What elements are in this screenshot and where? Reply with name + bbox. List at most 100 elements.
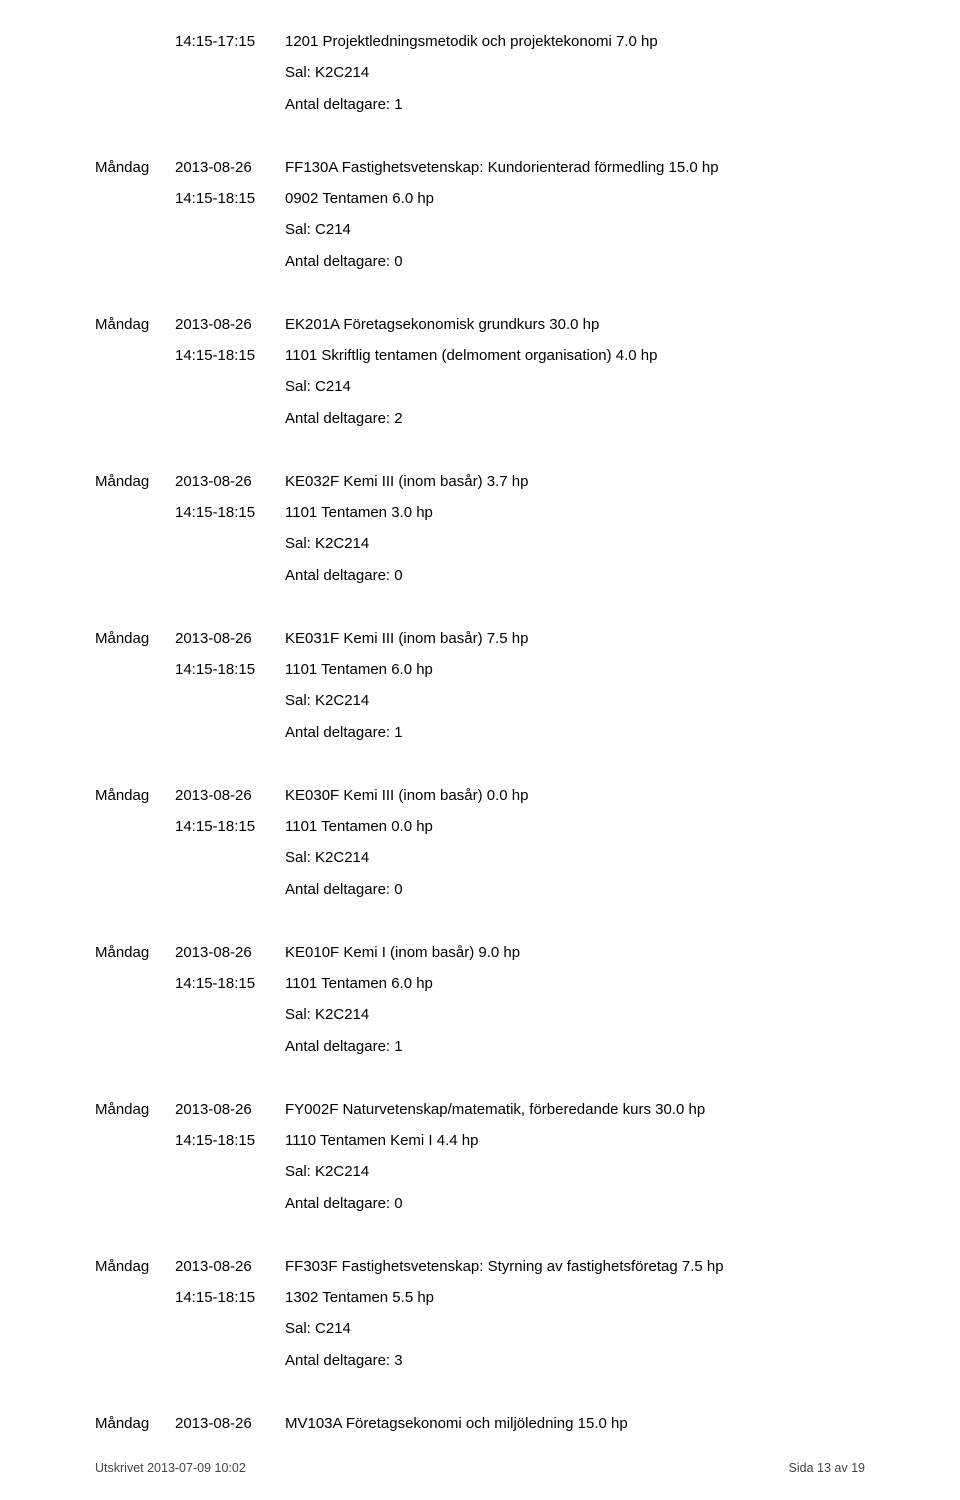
exam-label: 1101 Tentamen 6.0 hp	[285, 658, 865, 681]
entry-day: Måndag	[95, 1412, 175, 1443]
participants-label: Antal deltagare: 1	[285, 721, 865, 744]
time-label: 14:15-18:15	[175, 187, 285, 210]
course-label: FY002F Naturvetenskap/matematik, förbere…	[285, 1098, 865, 1121]
course-label: KE030F Kemi III (inom basår) 0.0 hp	[285, 784, 865, 807]
day-label: Måndag	[95, 156, 175, 179]
schedule-entry: Måndag2013-08-26 14:15-18:15FF130A Fastig…	[95, 156, 865, 281]
time-label: 14:15-17:15	[175, 30, 285, 53]
time-label: 14:15-18:15	[175, 1129, 285, 1152]
schedule-entry: Måndag2013-08-26 14:15-18:15FY002F Naturv…	[95, 1098, 865, 1223]
day-label: Måndag	[95, 1255, 175, 1278]
date-label: 2013-08-26	[175, 470, 285, 493]
entry-day: Måndag	[95, 1098, 175, 1223]
time-label: 14:15-18:15	[175, 815, 285, 838]
time-label: 14:15-18:15	[175, 344, 285, 367]
entry-info: MV103A Företagsekonomi och miljöledning …	[285, 1412, 865, 1443]
entry-info: EK201A Företagsekonomisk grundkurs 30.0 …	[285, 313, 865, 438]
entry-date-time: 2013-08-26 14:15-18:15	[175, 470, 285, 595]
exam-label: 0902 Tentamen 6.0 hp	[285, 187, 865, 210]
entry-date-time: 2013-08-26 14:15-18:15	[175, 156, 285, 281]
entry-day: Måndag	[95, 1255, 175, 1380]
schedule-list: 14:15-17:151201 Projektledningsmetodik o…	[0, 0, 960, 1443]
entry-info: KE031F Kemi III (inom basår) 7.5 hp 1101 …	[285, 627, 865, 752]
date-label: 2013-08-26	[175, 941, 285, 964]
room-label: Sal: K2C214	[285, 689, 865, 712]
time-label: 14:15-18:15	[175, 658, 285, 681]
day-label: Måndag	[95, 1412, 175, 1435]
entry-day: Måndag	[95, 941, 175, 1066]
exam-label: 1101 Tentamen 6.0 hp	[285, 972, 865, 995]
exam-label: 1302 Tentamen 5.5 hp	[285, 1286, 865, 1309]
time-label: 14:15-18:15	[175, 501, 285, 524]
participants-label: Antal deltagare: 0	[285, 1192, 865, 1215]
day-label: Måndag	[95, 627, 175, 650]
date-label: 2013-08-26	[175, 784, 285, 807]
course-label: EK201A Företagsekonomisk grundkurs 30.0 …	[285, 313, 865, 336]
footer-printed: Utskrivet 2013-07-09 10:02	[95, 1459, 246, 1478]
participants-label: Antal deltagare: 2	[285, 407, 865, 430]
participants-label: Antal deltagare: 3	[285, 1349, 865, 1372]
entry-day: Måndag	[95, 156, 175, 281]
entry-info: KE032F Kemi III (inom basår) 3.7 hp 1101 …	[285, 470, 865, 595]
schedule-entry: Måndag2013-08-26MV103A Företagsekonomi o…	[95, 1412, 865, 1443]
room-label: Sal: K2C214	[285, 846, 865, 869]
schedule-entry: Måndag2013-08-26 14:15-18:15KE030F Kemi I…	[95, 784, 865, 909]
room-label: Sal: K2C214	[285, 532, 865, 555]
entry-date-time: 2013-08-26 14:15-18:15	[175, 1255, 285, 1380]
participants-label: Antal deltagare: 0	[285, 878, 865, 901]
entry-info: FY002F Naturvetenskap/matematik, förbere…	[285, 1098, 865, 1223]
exam-label: 1101 Tentamen 0.0 hp	[285, 815, 865, 838]
course-label: KE031F Kemi III (inom basår) 7.5 hp	[285, 627, 865, 650]
entry-info: KE010F Kemi I (inom basår) 9.0 hp 1101 Te…	[285, 941, 865, 1066]
course-label: KE032F Kemi III (inom basår) 3.7 hp	[285, 470, 865, 493]
course-label: MV103A Företagsekonomi och miljöledning …	[285, 1412, 865, 1435]
participants-label: Antal deltagare: 1	[285, 1035, 865, 1058]
schedule-entry: Måndag2013-08-2614:15-18:15KE010F Kemi I…	[95, 941, 865, 1066]
entry-date-time: 2013-08-2614:15-18:15	[175, 941, 285, 1066]
room-label: Sal: K2C214	[285, 1003, 865, 1026]
entry-date-time: 2013-08-26 14:15-18:15	[175, 627, 285, 752]
room-label: Sal: C214	[285, 218, 865, 241]
entry-date-time: 2013-08-26 14:15-18:15	[175, 1098, 285, 1223]
room-label: Sal: C214	[285, 1317, 865, 1340]
day-label: Måndag	[95, 313, 175, 336]
entry-info: KE030F Kemi III (inom basår) 0.0 hp 1101 …	[285, 784, 865, 909]
day-label: Måndag	[95, 941, 175, 964]
course-label: FF303F Fastighetsvetenskap: Styrning av …	[285, 1255, 865, 1278]
date-label: 2013-08-26	[175, 1412, 285, 1435]
exam-label: 1101 Skriftlig tentamen (delmoment organ…	[285, 344, 865, 367]
day-label: Måndag	[95, 784, 175, 807]
room-label: Sal: K2C214	[285, 1160, 865, 1183]
footer-page: Sida 13 av 19	[789, 1459, 865, 1478]
exam-label: 1101 Tentamen 3.0 hp	[285, 501, 865, 524]
participants-label: Antal deltagare: 0	[285, 250, 865, 273]
date-label: 2013-08-26	[175, 1098, 285, 1121]
entry-day: Måndag	[95, 627, 175, 752]
schedule-entry: Måndag2013-08-26 14:15-18:15EK201A Företa…	[95, 313, 865, 438]
entry-day: Måndag	[95, 784, 175, 909]
schedule-entry: Måndag2013-08-26 14:15-18:15KE031F Kemi I…	[95, 627, 865, 752]
entry-date-time: 2013-08-26 14:15-18:15	[175, 313, 285, 438]
schedule-entry: 14:15-17:151201 Projektledningsmetodik o…	[95, 30, 865, 124]
day-label: Måndag	[95, 470, 175, 493]
course-label: KE010F Kemi I (inom basår) 9.0 hp	[285, 941, 865, 964]
schedule-entry: Måndag2013-08-26 14:15-18:15FF303F Fastig…	[95, 1255, 865, 1380]
time-label: 14:15-18:15	[175, 1286, 285, 1309]
date-label: 2013-08-26	[175, 313, 285, 336]
entry-date-time: 14:15-17:15	[175, 30, 285, 124]
entry-day: Måndag	[95, 470, 175, 595]
entry-date-time: 2013-08-26	[175, 1412, 285, 1443]
entry-info: FF303F Fastighetsvetenskap: Styrning av …	[285, 1255, 865, 1380]
day-label: Måndag	[95, 1098, 175, 1121]
entry-date-time: 2013-08-26 14:15-18:15	[175, 784, 285, 909]
room-label: Sal: C214	[285, 375, 865, 398]
course-label: FF130A Fastighetsvetenskap: Kundorienter…	[285, 156, 865, 179]
entry-info: 1201 Projektledningsmetodik och projekte…	[285, 30, 865, 124]
room-label: Sal: K2C214	[285, 61, 865, 84]
page-footer: Utskrivet 2013-07-09 10:02 Sida 13 av 19	[95, 1459, 865, 1478]
date-label: 2013-08-26	[175, 1255, 285, 1278]
exam-label: 1110 Tentamen Kemi I 4.4 hp	[285, 1129, 865, 1152]
date-label: 2013-08-26	[175, 156, 285, 179]
entry-day: Måndag	[95, 313, 175, 438]
date-label: 2013-08-26	[175, 627, 285, 650]
